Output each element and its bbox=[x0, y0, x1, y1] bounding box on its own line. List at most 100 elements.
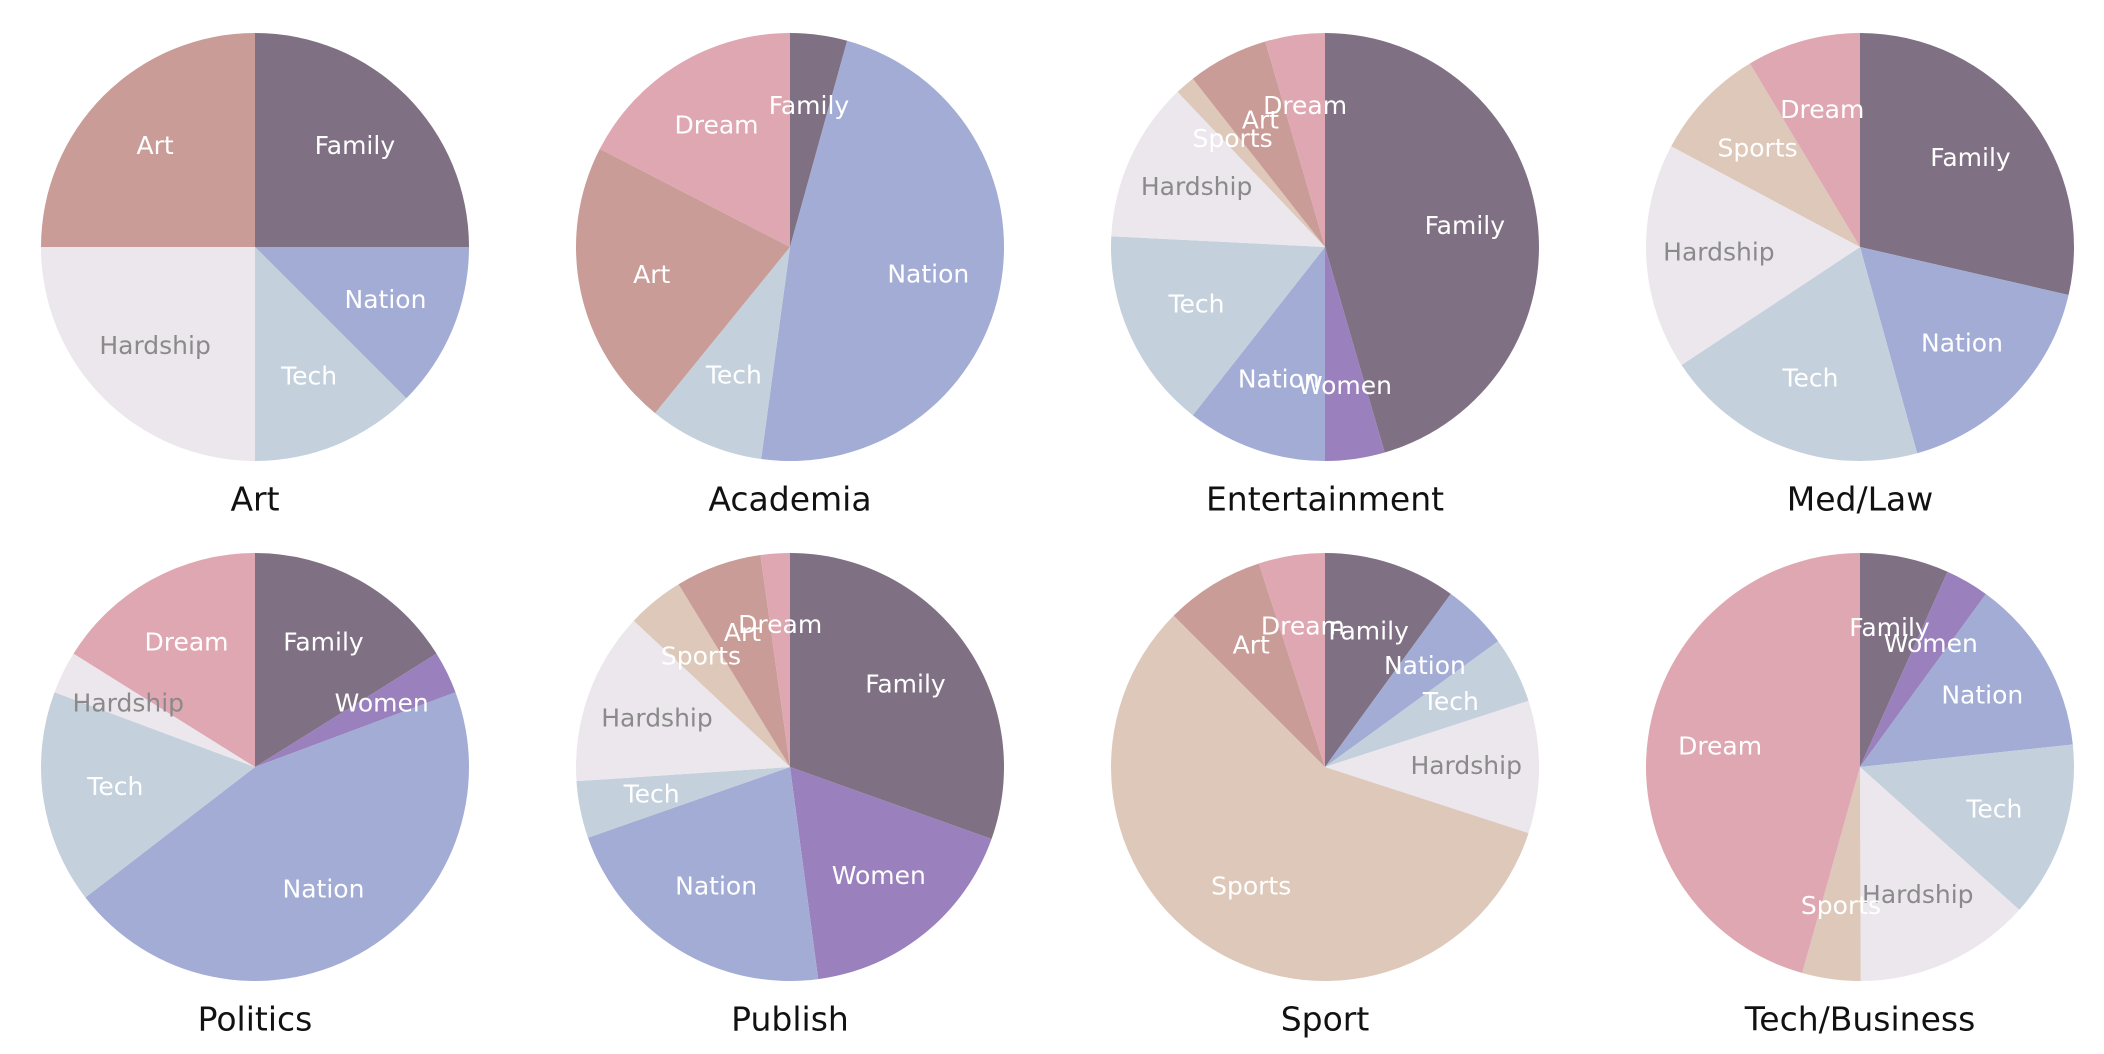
pie-publish-title: Publish bbox=[731, 1000, 849, 1039]
pie-entertainment-slice-hardship bbox=[1111, 91, 1325, 247]
pie-publish-label-art: Art bbox=[724, 618, 761, 647]
pie-publish-slice-women bbox=[790, 767, 992, 980]
pie-publish: Family Women Nation Tech Hardship SportsArtDr… bbox=[576, 553, 1005, 1039]
pie-tech-business-slice-women bbox=[1860, 571, 1986, 767]
pie-sport-slice-sports bbox=[1111, 615, 1529, 981]
pie-art-label-tech: Tech bbox=[280, 362, 337, 391]
pie-sport-label-dream: Dream bbox=[1261, 612, 1345, 641]
pie-art: Family Nation Tech Hardship Art Art bbox=[41, 33, 469, 519]
pie-politics-label-dream: Dream bbox=[144, 628, 228, 657]
pie-politics-slice-tech bbox=[41, 692, 256, 898]
pie-tech-business-label-hardship: Hardship bbox=[1862, 880, 1974, 909]
pie-publish-label-sports: Sports bbox=[661, 642, 741, 671]
pie-sport-slice-nation bbox=[1325, 593, 1499, 767]
pie-academia-slice-nation bbox=[761, 40, 1005, 462]
pie-med-law-label-hardship: Hardship bbox=[1663, 238, 1775, 267]
pie-entertainment-slice-sports bbox=[1177, 78, 1325, 247]
pie-academia-label-family: Family bbox=[769, 91, 850, 120]
pie-med-law-label-sports: Sports bbox=[1718, 134, 1798, 163]
pie-publish-slice-tech bbox=[576, 767, 790, 838]
pie-tech-business-slice-sports bbox=[1802, 767, 1861, 982]
pie-publish-label-family: Family bbox=[865, 670, 946, 699]
pie-tech-business-slice-dream bbox=[1646, 553, 1860, 974]
pie-academia-slice-dream bbox=[599, 33, 790, 247]
pie-art-slice-nation bbox=[255, 247, 469, 399]
pie-tech-business-label-nation: Nation bbox=[1941, 680, 2023, 709]
pie-entertainment-label-dream: Dream bbox=[1263, 91, 1347, 120]
pie-academia-title: Academia bbox=[708, 480, 871, 519]
pie-academia: Family Nation Tech Art Dream Academia bbox=[575, 33, 1005, 519]
pie-art-label-hardship: Hardship bbox=[99, 331, 211, 360]
pie-entertainment-label-sports: Sports bbox=[1193, 124, 1273, 153]
pie-med-law-slice-nation bbox=[1860, 247, 2069, 454]
pie-academia-slice-art bbox=[575, 148, 790, 414]
pie-politics-label-hardship: Hardship bbox=[73, 689, 185, 718]
pie-publish-label-hardship: Hardship bbox=[601, 704, 713, 733]
pie-art-slice-art bbox=[41, 33, 255, 247]
pie-med-law-slice-tech bbox=[1681, 247, 1918, 462]
pie-politics-slice-family bbox=[255, 553, 437, 767]
pie-med-law-label-tech: Tech bbox=[1782, 363, 1839, 392]
pie-politics-label-women: Women bbox=[335, 689, 429, 718]
pie-entertainment-label-women: Women bbox=[1298, 371, 1392, 400]
pie-sport-label-hardship: Hardship bbox=[1410, 751, 1522, 780]
pie-art-label-family: Family bbox=[315, 131, 396, 160]
pie-sport-label-art: Art bbox=[1233, 631, 1270, 660]
pie-publish-slice-sports bbox=[633, 584, 790, 767]
pie-tech-business-slice-tech bbox=[1860, 744, 2074, 910]
pie-academia-label-dream: Dream bbox=[674, 110, 758, 139]
pie-politics-label-nation: Nation bbox=[283, 875, 365, 904]
pie-art-slice-hardship bbox=[41, 247, 255, 461]
pie-politics-slice-dream bbox=[73, 553, 255, 767]
pie-academia-label-nation: Nation bbox=[887, 260, 969, 289]
pie-tech-business-label-tech: Tech bbox=[1965, 795, 2022, 824]
pie-med-law-slice-dream bbox=[1749, 33, 1860, 247]
pie-tech-business-label-sports: Sports bbox=[1801, 891, 1881, 920]
pie-entertainment-slice-art bbox=[1192, 41, 1325, 247]
pie-publish-slice-hardship bbox=[576, 620, 790, 782]
pie-entertainment-slice-dream bbox=[1265, 33, 1325, 247]
pie-politics-slice-nation bbox=[85, 692, 469, 981]
pie-art-slice-family bbox=[255, 33, 469, 247]
pie-academia-slice-tech bbox=[655, 247, 790, 460]
pie-publish-label-nation: Nation bbox=[675, 871, 757, 900]
pie-academia-slice-family bbox=[790, 33, 848, 247]
pie-entertainment-slice-nation bbox=[1192, 247, 1325, 461]
pie-politics: Family Women Nation Tech Hardship Dream Politi… bbox=[41, 553, 469, 1039]
pie-sport-slice-family bbox=[1325, 553, 1451, 767]
pie-publish-label-dream: Dream bbox=[738, 610, 822, 639]
pie-entertainment-slice-tech bbox=[1110, 236, 1325, 416]
pie-sport-label-family: Family bbox=[1328, 617, 1409, 646]
pie-politics-slice-women bbox=[255, 653, 456, 767]
pie-entertainment-label-nation: Nation bbox=[1238, 365, 1320, 394]
pie-entertainment-label-hardship: Hardship bbox=[1141, 172, 1253, 201]
pie-med-law-slice-sports bbox=[1671, 63, 1860, 247]
pie-publish-label-tech: Tech bbox=[623, 779, 680, 808]
pie-politics-slice-hardship bbox=[54, 653, 255, 767]
pie-politics-label-tech: Tech bbox=[86, 772, 143, 801]
pie-sport-label-tech: Tech bbox=[1422, 687, 1479, 716]
pie-entertainment-label-tech: Tech bbox=[1168, 290, 1225, 319]
pie-tech-business-slice-nation bbox=[1860, 593, 2073, 767]
pie-entertainment-slice-women bbox=[1325, 247, 1385, 461]
pie-med-law-label-dream: Dream bbox=[1780, 95, 1864, 124]
pie-sport-slice-art bbox=[1173, 563, 1325, 767]
pie-sport-slice-dream bbox=[1258, 553, 1325, 767]
pie-med-law-slice-hardship bbox=[1646, 146, 1860, 366]
pie-publish-slice-art bbox=[678, 555, 790, 767]
pie-academia-label-tech: Tech bbox=[705, 361, 762, 390]
pie-publish-label-women: Women bbox=[832, 861, 926, 890]
pie-tech-business-slice-hardship bbox=[1860, 767, 2020, 981]
pie-tech-business-title: Tech/Business bbox=[1744, 1000, 1976, 1039]
pie-publish-slice-family bbox=[790, 553, 1005, 839]
pie-art-label-art: Art bbox=[137, 131, 174, 160]
pie-entertainment-slice-family bbox=[1325, 33, 1539, 453]
pie-med-law-label-nation: Nation bbox=[1921, 329, 2003, 358]
pie-sport-label-nation: Nation bbox=[1384, 651, 1466, 680]
pie-publish-slice-nation bbox=[588, 767, 819, 981]
pie-art-label-nation: Nation bbox=[345, 285, 427, 314]
